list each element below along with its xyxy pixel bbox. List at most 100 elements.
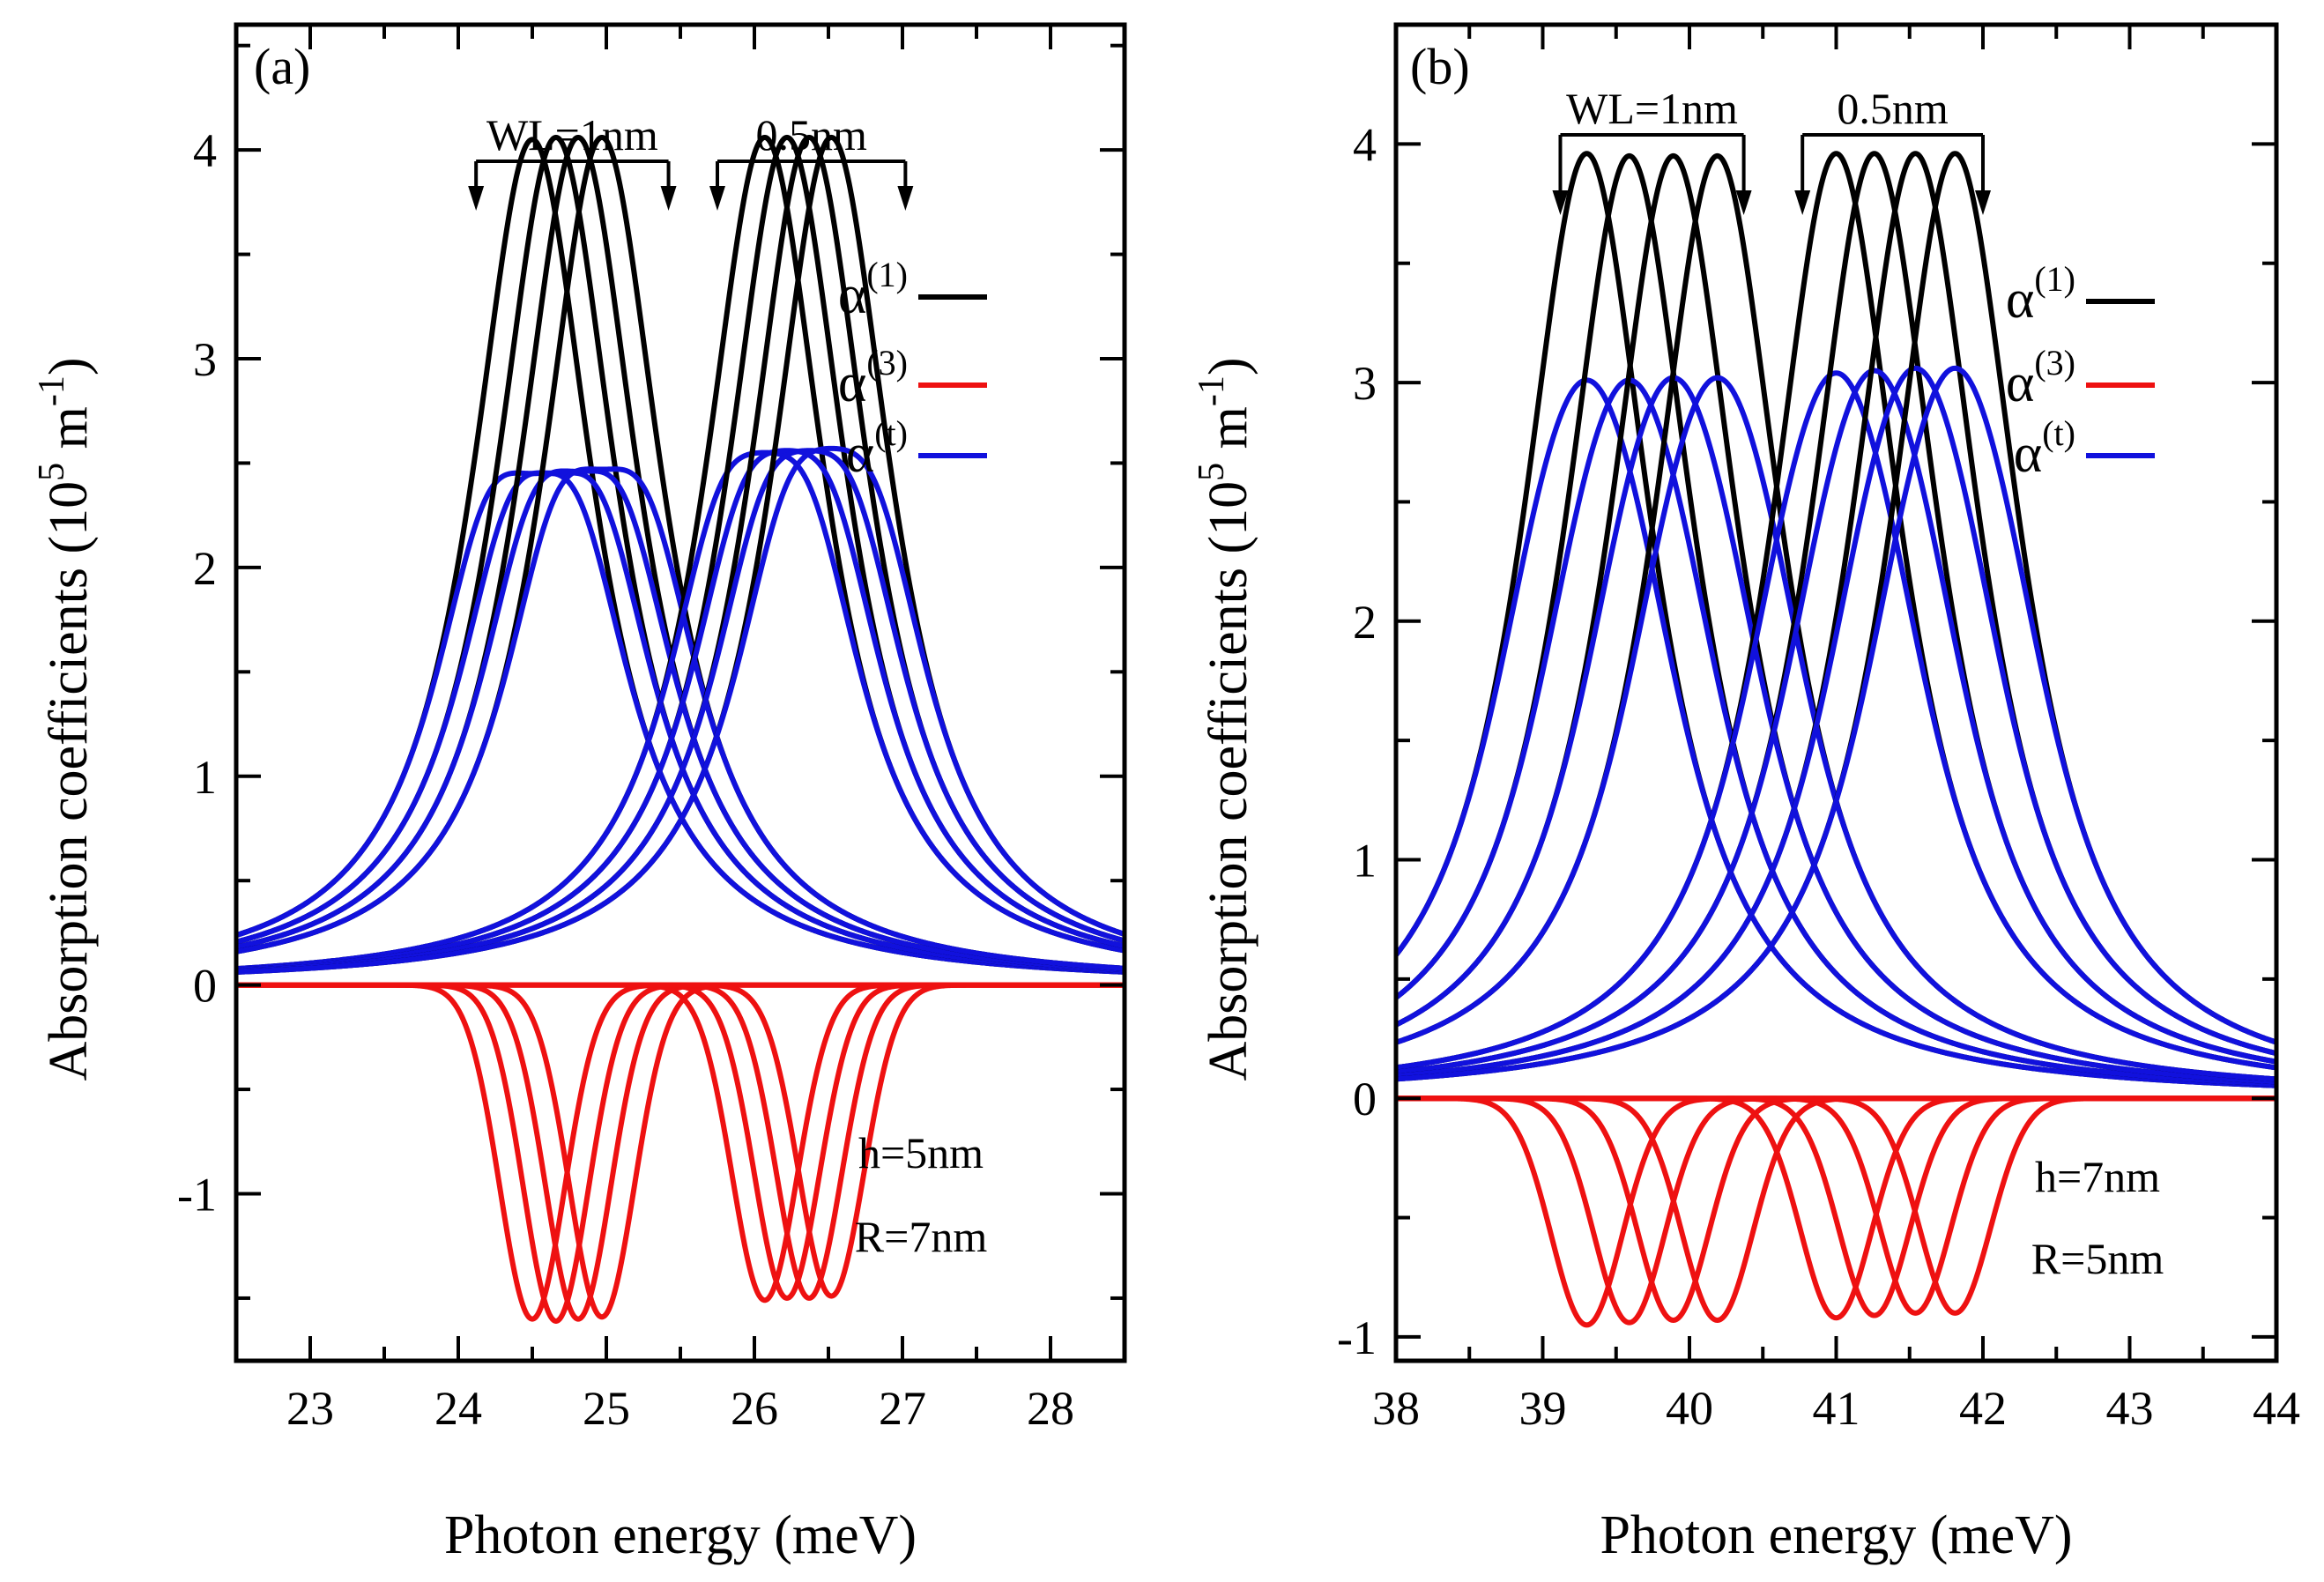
y-axis-title: Absorption coefficients (105 m-1) bbox=[32, 357, 99, 1081]
half-nm-annotation-label: 0.5nm bbox=[755, 110, 867, 160]
plot-area-a bbox=[236, 134, 1125, 1324]
y-unit-unit-exp: -1 bbox=[1192, 375, 1232, 406]
x-tick-label: 26 bbox=[731, 1382, 778, 1435]
y-axis-title-text: Absorption coefficients ( bbox=[1199, 536, 1259, 1081]
wl-annotation-arrow-head bbox=[468, 186, 485, 211]
alpha3-curve-g2-3 bbox=[236, 982, 1125, 1301]
legend-symbol: α bbox=[838, 353, 866, 413]
x-axis-title: Photon energy (meV) bbox=[1600, 1505, 2072, 1565]
legend-symbol: α bbox=[846, 424, 874, 484]
y-tick-label: 4 bbox=[193, 124, 217, 177]
alpha1-curve-g2-3 bbox=[236, 134, 1125, 974]
y-unit-close: ) bbox=[39, 357, 99, 375]
alpha1-curve-g1-1 bbox=[236, 137, 1125, 975]
legend-sup: (3) bbox=[866, 343, 908, 383]
x-tick-label: 41 bbox=[1813, 1382, 1860, 1435]
y-tick-label: 3 bbox=[193, 333, 217, 386]
alpha1-curve-g1-2 bbox=[236, 134, 1125, 974]
alpha3-curve-g1-3 bbox=[236, 982, 1125, 1322]
alphat-curve-g2-1 bbox=[1396, 370, 2276, 1071]
half-nm-annotation-arrow-head bbox=[897, 186, 914, 211]
param-h: h=5nm bbox=[858, 1128, 984, 1177]
wl-annotation-label: WL=1nm bbox=[1566, 84, 1738, 133]
x-tick-label: 44 bbox=[2253, 1382, 2300, 1435]
param-h: h=7nm bbox=[2035, 1152, 2160, 1201]
legend-sup: (t) bbox=[2042, 413, 2075, 453]
y-unit-close: ) bbox=[1199, 357, 1259, 375]
x-tick-label: 43 bbox=[2106, 1382, 2154, 1435]
alphat-curve-g2-2 bbox=[236, 448, 1125, 973]
alphat-curve-g1-3 bbox=[236, 468, 1125, 973]
y-axis-title: Absorption coefficients (105 m-1) bbox=[1192, 357, 1259, 1081]
half-nm-annotation-arrow-head bbox=[1975, 190, 1991, 215]
alphat-curve-g2-1 bbox=[236, 449, 1125, 972]
param-r: R=5nm bbox=[2031, 1234, 2164, 1283]
x-tick-label: 23 bbox=[286, 1382, 334, 1435]
x-tick-label: 40 bbox=[1666, 1382, 1713, 1435]
legend-entry-2: α(3) bbox=[2006, 343, 2075, 413]
alpha1-curve-g2-2 bbox=[236, 134, 1125, 973]
x-tick-label: 27 bbox=[879, 1382, 926, 1435]
alpha3-curve-g1-4 bbox=[236, 982, 1125, 1320]
alpha3-curve-g2-2 bbox=[236, 982, 1125, 1301]
alpha3-curve-g2-4 bbox=[1396, 1096, 2276, 1316]
panel-label: (a) bbox=[254, 38, 310, 95]
x-tick-label: 38 bbox=[1372, 1382, 1420, 1435]
plot-area-b bbox=[1396, 151, 2276, 1328]
half-nm-annotation-arrow-head bbox=[1794, 190, 1811, 215]
wl-annotation-arrow-head bbox=[660, 186, 677, 211]
y-tick-label: 1 bbox=[1353, 835, 1377, 888]
y-axis-title-text: Absorption coefficients ( bbox=[39, 536, 99, 1081]
wl-annotation-arrow-head bbox=[1735, 190, 1752, 215]
wl-annotation-arrow-head bbox=[1552, 190, 1569, 215]
x-tick-label: 24 bbox=[434, 1382, 482, 1435]
legend-symbol: α bbox=[838, 265, 866, 325]
y-tick-label: 0 bbox=[193, 960, 217, 1013]
legend-entry-1: α(1) bbox=[2006, 259, 2075, 330]
y-unit-exp: 5 bbox=[1192, 463, 1232, 481]
alphat-curve-g2-4 bbox=[1396, 365, 2276, 1082]
wl-annotation-label: WL=1nm bbox=[486, 110, 658, 160]
y-tick-label: 1 bbox=[193, 751, 217, 804]
alphat-curve-g2-3 bbox=[1396, 365, 2276, 1079]
alphat-curve-g1-1 bbox=[1396, 377, 2276, 1088]
half-nm-annotation-arrow-head bbox=[709, 186, 725, 211]
panel-label: (b) bbox=[1410, 38, 1470, 95]
y-unit-symbol: m bbox=[1199, 406, 1259, 463]
y-tick-label: 0 bbox=[1353, 1073, 1377, 1125]
legend-symbol: α bbox=[2014, 424, 2042, 484]
y-unit-exp: 5 bbox=[32, 463, 72, 481]
alphat-curve-g2-2 bbox=[1396, 368, 2276, 1075]
legend-sup: (3) bbox=[2034, 343, 2075, 383]
alphat-curve-g2-4 bbox=[236, 445, 1125, 975]
alpha1-curve-g1-3 bbox=[236, 134, 1125, 973]
legend-symbol: α bbox=[2006, 353, 2034, 413]
panel-b: 38 39 40 41 42 43 44 -1 0 1 2 3 4 Photon energy (meV)… bbox=[1192, 22, 2300, 1565]
alpha3-curve-g1-1 bbox=[236, 982, 1125, 1322]
x-tick-label: 25 bbox=[583, 1382, 630, 1435]
legend-entry-3: α(t) bbox=[2014, 413, 2075, 484]
legend-entry-2: α(3) bbox=[838, 343, 908, 413]
alpha3-curve-g2-1 bbox=[1396, 1096, 2276, 1321]
alpha3-curve-g1-3 bbox=[1396, 1096, 2276, 1323]
legend-sup: (1) bbox=[866, 255, 908, 294]
alpha3-curve-g2-1 bbox=[236, 982, 1125, 1303]
alpha1-curve-g2-3 bbox=[1396, 151, 2276, 1079]
alpha3-curve-g2-4 bbox=[236, 982, 1125, 1299]
x-axis-title: Photon energy (meV) bbox=[444, 1505, 917, 1565]
y-unit-unit-exp: -1 bbox=[32, 375, 72, 406]
y-tick-label: 2 bbox=[1353, 596, 1377, 649]
x-tick-label: 39 bbox=[1519, 1382, 1567, 1435]
legend-entry-3: α(t) bbox=[846, 413, 908, 484]
y-tick-label: -1 bbox=[177, 1169, 217, 1222]
param-r: R=7nm bbox=[855, 1212, 988, 1261]
y-tick-label: 4 bbox=[1353, 118, 1377, 171]
y-unit-base: 10 bbox=[1199, 481, 1259, 536]
half-nm-annotation-label: 0.5nm bbox=[1837, 84, 1949, 133]
y-unit-base: 10 bbox=[39, 481, 99, 536]
legend-entry-1: α(1) bbox=[838, 255, 908, 325]
legend-sup: (1) bbox=[2034, 259, 2075, 299]
x-tick-label: 28 bbox=[1027, 1382, 1074, 1435]
